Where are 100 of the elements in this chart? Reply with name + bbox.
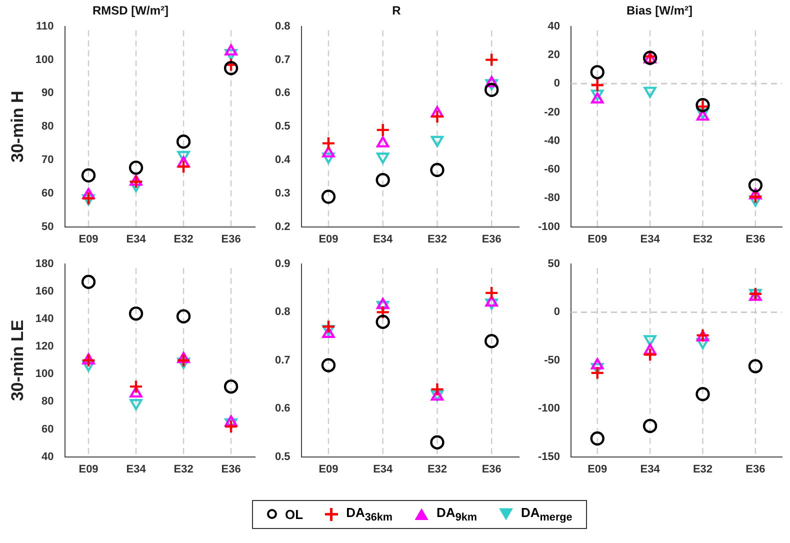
y-tick-label: -80 (544, 192, 560, 204)
point (176, 160, 191, 174)
y-tick-label: 50 (42, 220, 54, 233)
x-tick-label: E34 (126, 233, 147, 246)
point (322, 146, 335, 158)
x-tick-label: E34 (640, 233, 661, 246)
y-tick-label: 0.7 (274, 54, 290, 66)
x-tick-label: E09 (588, 233, 608, 246)
y-tick-label: 80 (42, 396, 54, 408)
point (696, 387, 710, 402)
point (644, 86, 656, 98)
x-tick-label: E09 (78, 233, 98, 246)
x-tick-label: E32 (692, 233, 713, 246)
point (748, 359, 763, 374)
y-tick-label: 60 (42, 187, 54, 200)
chart-title: R (392, 4, 402, 18)
point (376, 136, 390, 148)
y-tick-label: 0.4 (274, 154, 292, 166)
point (128, 306, 144, 321)
point (644, 344, 656, 355)
point (430, 382, 444, 396)
y-tick-label: -50 (544, 354, 560, 366)
x-tick-label: E36 (746, 233, 766, 246)
point (376, 314, 390, 329)
x-tick-label: E36 (221, 233, 241, 246)
point (485, 76, 498, 88)
y-tick-label: -100 (538, 220, 560, 233)
point (485, 298, 498, 310)
y-tick-label: 110 (36, 20, 54, 32)
point (642, 348, 658, 362)
point (590, 78, 604, 92)
y-tick-label: 20 (548, 49, 560, 62)
x-tick-label: E34 (373, 463, 394, 476)
chart-title: Bias [W/m²] (626, 4, 693, 18)
point (128, 379, 144, 394)
y-tick-label: -60 (544, 164, 560, 176)
x-tick-label: E36 (482, 233, 502, 246)
y-tick-label: 70 (42, 154, 54, 166)
point (430, 106, 444, 118)
point (81, 274, 96, 290)
y-tick-label: 50 (548, 258, 560, 270)
y-tick-label: -20 (544, 106, 560, 118)
point (81, 168, 96, 182)
y-tick-label: 0.6 (274, 402, 290, 415)
x-tick-label: E09 (588, 463, 608, 476)
point (176, 134, 191, 149)
point (321, 136, 336, 150)
y-tick-label: 90 (42, 87, 54, 100)
x-tick-label: E09 (318, 233, 338, 246)
point (82, 360, 95, 372)
point (591, 90, 604, 101)
y-tick-label: 0.9 (274, 258, 290, 270)
point (748, 178, 763, 192)
y-tick-label: 40 (42, 450, 54, 463)
point (430, 162, 444, 178)
x-tick-label: E09 (318, 463, 338, 476)
x-tick-label: E32 (174, 233, 194, 246)
y-tick-label: 0.5 (274, 450, 290, 463)
point (224, 379, 238, 394)
y-axis-title: 30-min LE (8, 320, 27, 402)
point (321, 358, 336, 372)
y-tick-label: -150 (538, 450, 560, 463)
point (224, 44, 238, 56)
point (224, 419, 238, 434)
y-tick-label: -40 (544, 134, 560, 147)
point (376, 172, 390, 188)
x-tick-label: E34 (640, 463, 661, 476)
y-tick-label: 160 (35, 286, 54, 298)
point (224, 58, 238, 72)
point (590, 431, 604, 446)
point (484, 334, 499, 348)
x-tick-label: E32 (427, 463, 448, 476)
point (177, 150, 190, 162)
y-tick-label: 0.2 (274, 220, 290, 233)
y-axis-title: 30-min H (8, 90, 27, 162)
y-tick-label: 40 (548, 20, 560, 32)
legend-label: DA$_{9km}$ (436, 505, 478, 524)
x-tick-label: E32 (427, 233, 448, 246)
y-tick-label: 0 (554, 78, 560, 90)
point (590, 366, 604, 380)
x-tick-label: E32 (174, 463, 194, 476)
y-tick-label: 0.5 (274, 120, 290, 133)
y-tick-label: 100 (35, 54, 54, 66)
point (590, 65, 604, 80)
point (484, 286, 499, 300)
point (81, 353, 96, 368)
legend-label: DA$_{merge}$ (521, 505, 572, 524)
point (128, 160, 144, 175)
x-tick-label: E34 (373, 233, 394, 246)
point (430, 109, 444, 124)
point (81, 191, 96, 206)
x-tick-label: E36 (221, 463, 241, 476)
chart-title: RMSD [W/m²] (92, 4, 168, 18)
y-tick-label: 100 (35, 368, 54, 380)
point (484, 82, 499, 97)
y-tick-label: 180 (35, 258, 54, 270)
point (591, 358, 604, 370)
point (321, 190, 336, 204)
y-tick-label: 60 (42, 423, 54, 436)
point (224, 61, 238, 76)
